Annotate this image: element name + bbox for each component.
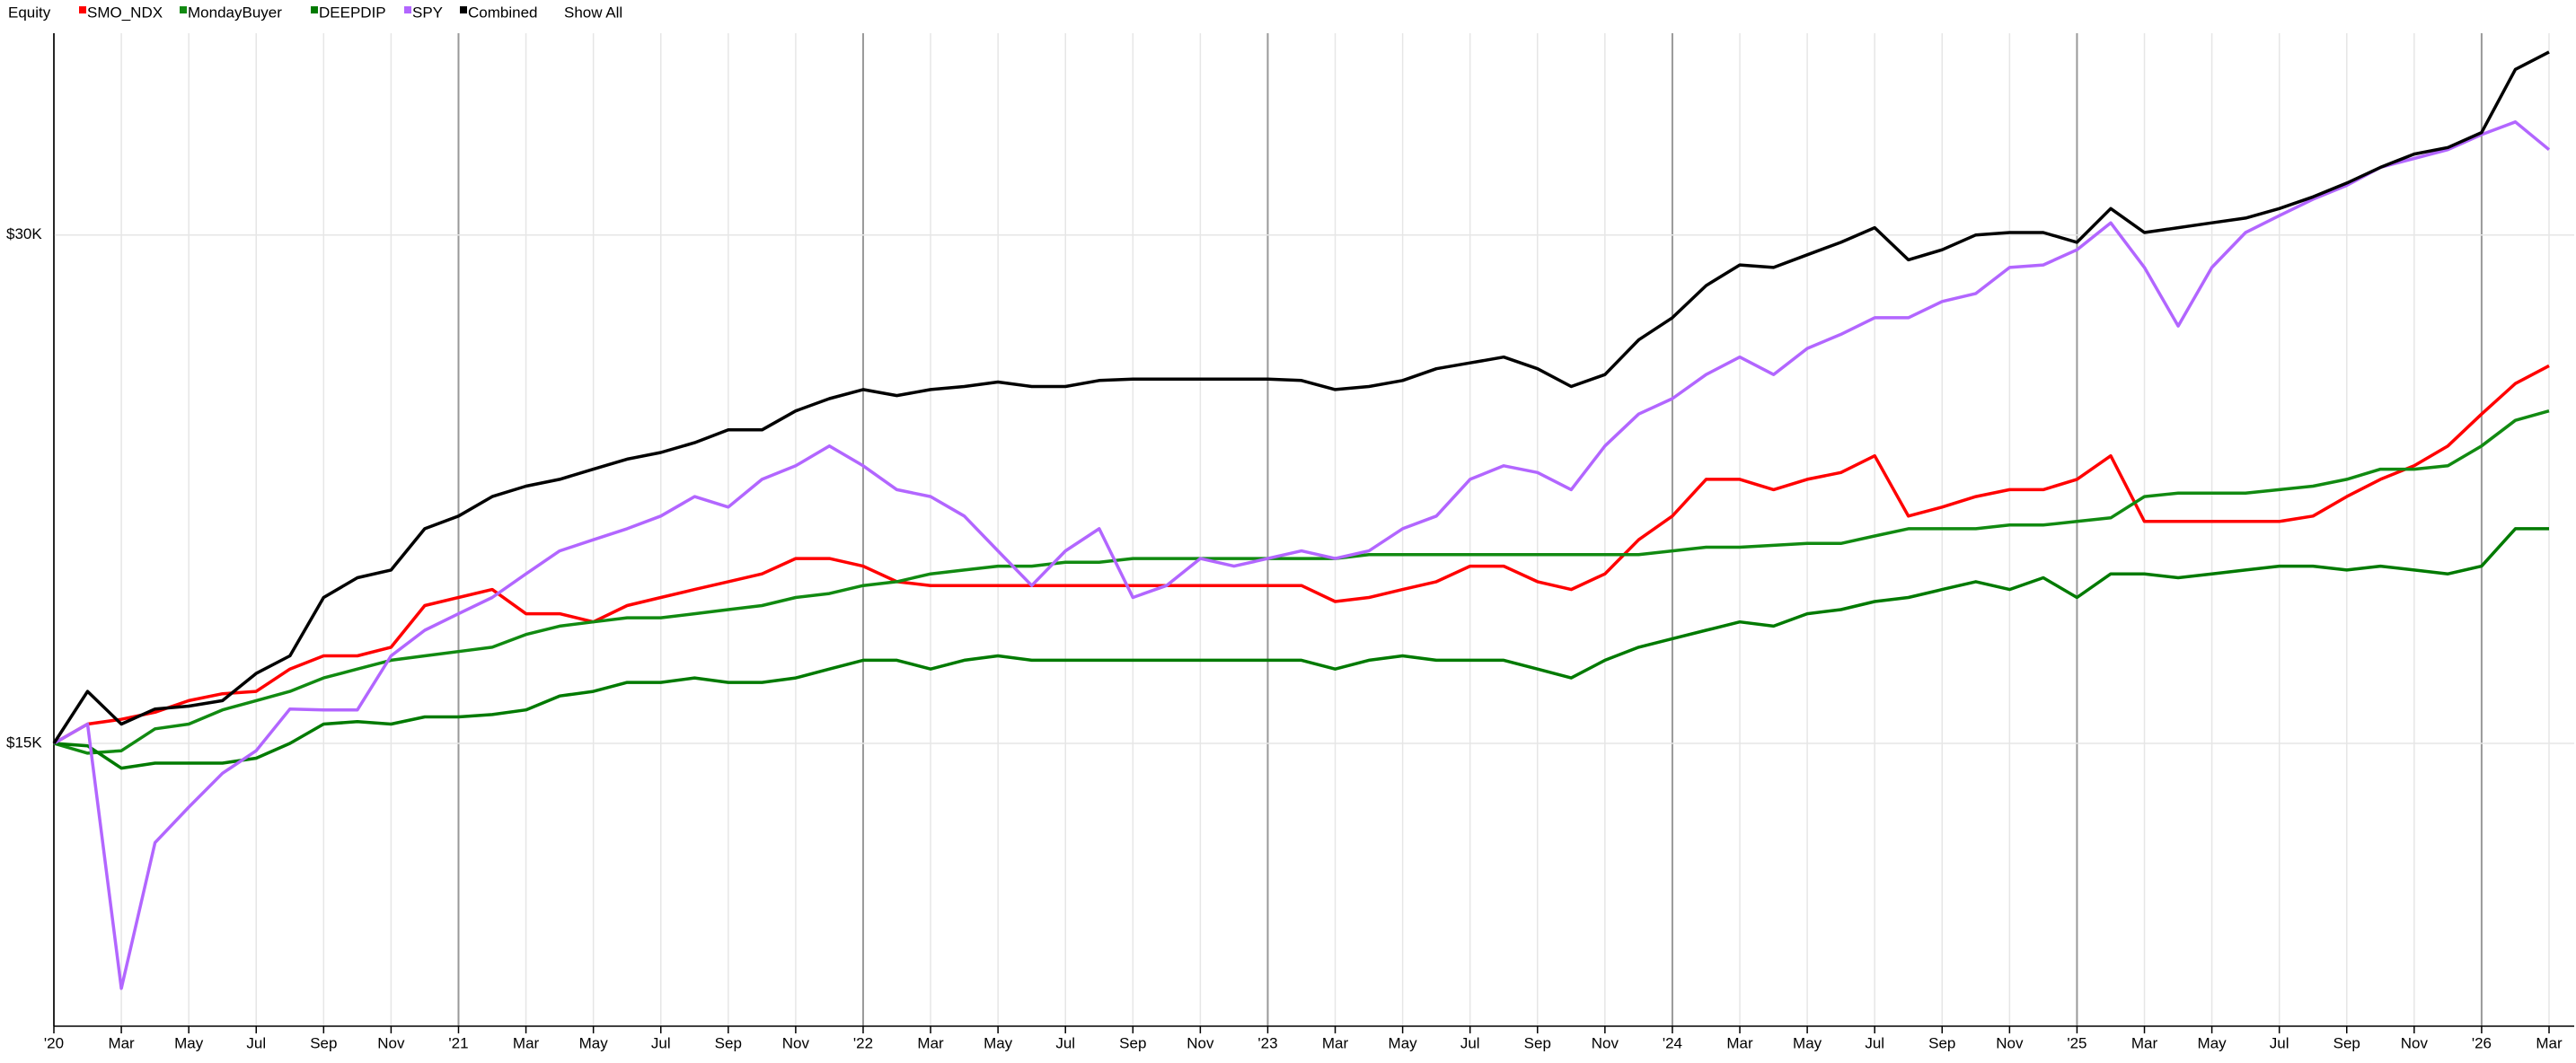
x-tick-label: Jul (1460, 1034, 1480, 1051)
x-tick-label: Nov (782, 1034, 810, 1051)
show-all-button[interactable]: Show All (564, 4, 622, 21)
series-line (53, 364, 2550, 745)
legend-swatch (180, 6, 187, 13)
x-tick-label: Sep (1119, 1034, 1146, 1051)
x-tick-label: May (174, 1034, 204, 1051)
x-tick-label: Nov (1592, 1034, 1619, 1051)
x-tick-label: Mar (917, 1034, 944, 1051)
x-tick-label: Nov (377, 1034, 405, 1051)
x-tick-label: May (2198, 1034, 2228, 1051)
x-tick-label: Sep (310, 1034, 337, 1051)
legend-item[interactable]: SPY (404, 4, 443, 21)
x-tick-label: Nov (1996, 1034, 2024, 1051)
x-tick-label: Sep (1524, 1034, 1551, 1051)
x-tick-label: May (1793, 1034, 1822, 1051)
x-tick-label: Jul (246, 1034, 266, 1051)
x-tick-label: Jul (651, 1034, 671, 1051)
x-tick-label: Sep (715, 1034, 742, 1051)
legend-item[interactable]: DEEPDIP (311, 4, 386, 21)
x-tick-label: Mar (1726, 1034, 1753, 1051)
series-line (53, 527, 2549, 770)
legend-label: SMO_NDX (87, 4, 163, 21)
series-line (52, 50, 2550, 744)
legend-swatch (404, 6, 411, 13)
legend-label: DEEPDIP (319, 4, 386, 21)
x-tick-label: May (579, 1034, 609, 1051)
series-line (53, 120, 2551, 990)
x-tick-label: '21 (448, 1034, 468, 1051)
x-tick-label: Mar (1322, 1034, 1349, 1051)
x-tick-label: Mar (2131, 1034, 2158, 1051)
x-tick-label: '26 (2472, 1034, 2492, 1051)
legend-swatch (79, 6, 86, 13)
x-tick-label: Jul (1055, 1034, 1075, 1051)
x-tick-label: Nov (1187, 1034, 1214, 1051)
legend-swatch (311, 6, 318, 13)
y-tick-label: $30K (6, 225, 42, 242)
x-tick-label: Sep (1928, 1034, 1955, 1051)
x-tick-label: '24 (1663, 1034, 1682, 1051)
x-tick-label: Mar (2536, 1034, 2563, 1051)
legend-label: MondayBuyer (188, 4, 282, 21)
legend-swatch (460, 6, 467, 13)
x-tick-label: Mar (108, 1034, 135, 1051)
grid (53, 33, 2574, 1026)
x-tick-label: '25 (2067, 1034, 2086, 1051)
legend-item[interactable]: Combined (460, 4, 538, 21)
legend-item[interactable]: SMO_NDX (79, 4, 163, 21)
legend-item[interactable]: MondayBuyer (180, 4, 282, 21)
series-line (53, 409, 2550, 755)
x-tick-label: Sep (2333, 1034, 2360, 1051)
x-tick-label: '23 (1257, 1034, 1277, 1051)
x-tick-label: '20 (44, 1034, 64, 1051)
x-tick-label: Jul (2270, 1034, 2289, 1051)
x-tick-label: Mar (513, 1034, 540, 1051)
y-tick-label: $15K (6, 734, 42, 751)
x-tick-label: Jul (1865, 1034, 1884, 1051)
chart-title: Equity (8, 4, 51, 21)
x-tick-label: May (984, 1034, 1013, 1051)
x-tick-label: May (1389, 1034, 1418, 1051)
x-tick-label: '22 (853, 1034, 873, 1051)
x-tick-label: Nov (2401, 1034, 2429, 1051)
legend-label: Combined (468, 4, 538, 21)
legend-label: SPY (412, 4, 443, 21)
